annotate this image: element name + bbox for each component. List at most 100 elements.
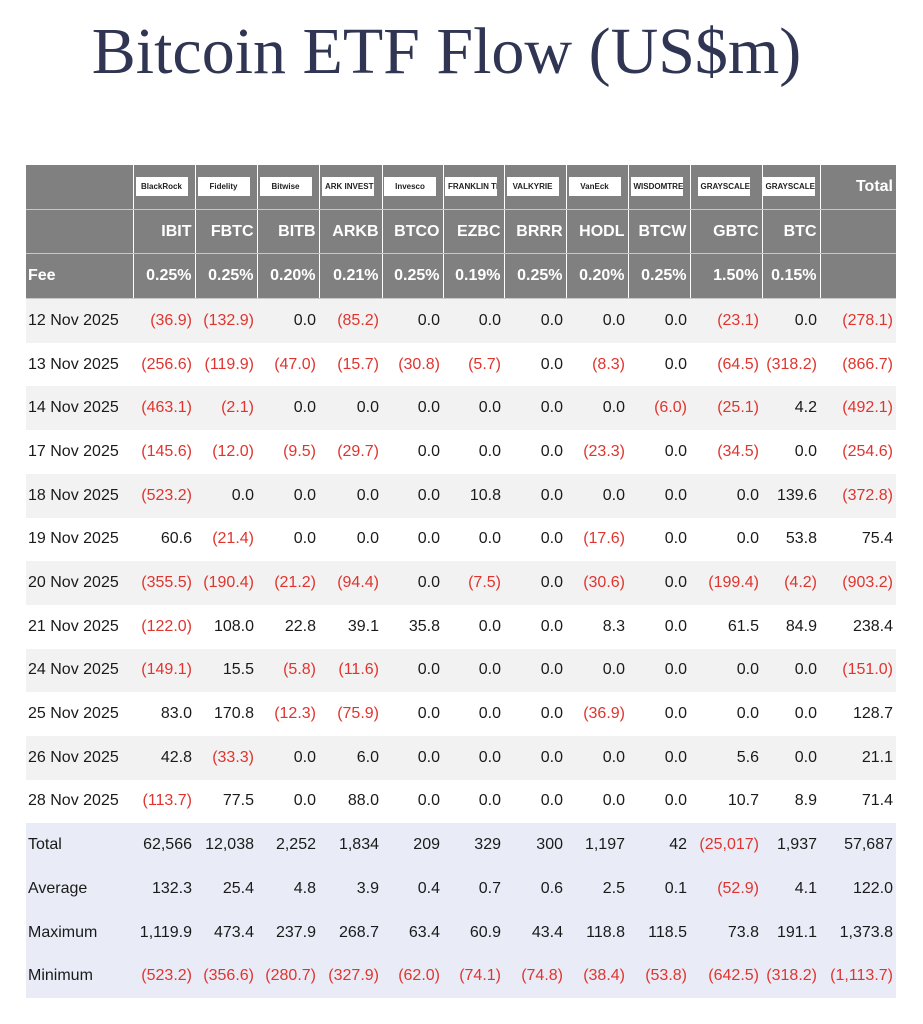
flow-value: 0.0 (664, 355, 687, 373)
logo: GRAYSCALE (697, 177, 750, 197)
logo-cell: GRAYSCALE (690, 165, 763, 210)
flow-value: 0.0 (257, 298, 319, 343)
row-label: 26 Nov 2025 (26, 735, 133, 780)
flow-value: 0.0 (540, 355, 563, 373)
logo: WISDOMTREE (630, 177, 683, 197)
flow-value: (85.2) (319, 298, 382, 343)
flow-value: (29.7) (337, 442, 379, 460)
flow-value: 0.0 (443, 386, 504, 431)
flow-value: 0.0 (504, 648, 566, 693)
flow-value: (94.4) (319, 561, 382, 605)
flow-value: (12.0) (212, 442, 254, 460)
flow-value: (122.0) (141, 617, 192, 635)
flow-value: 0.6 (504, 867, 566, 911)
flow-value: 473.4 (195, 910, 257, 955)
flow-value: 43.4 (504, 910, 566, 955)
flow-value: 0.0 (566, 735, 628, 780)
flow-value: 0.0 (566, 386, 628, 431)
ticker: ARKB (319, 209, 383, 255)
flow-table: BlackRock Fidelity Bitwise ARK INVEST Invesc… (26, 165, 896, 999)
flow-value: 0.0 (257, 386, 319, 431)
flow-value: 1,197 (566, 823, 628, 867)
flow-value: 0.0 (540, 617, 563, 635)
flow-value: (256.6) (141, 355, 192, 373)
empty-cell (820, 209, 896, 255)
flow-value: (11.6) (319, 648, 382, 693)
row-label: 13 Nov 2025 (28, 355, 119, 373)
flow-value: (30.8) (398, 355, 440, 373)
flow-value: 62,566 (133, 823, 195, 867)
flow-value: 0.0 (319, 473, 382, 518)
logo-cell: BlackRock (133, 165, 196, 210)
flow-value: 0.4 (382, 867, 443, 911)
flow-value: (33.3) (195, 735, 257, 780)
flow-value: 0.7 (443, 867, 504, 911)
flow-value: 0.0 (628, 473, 690, 518)
row-label: 24 Nov 2025 (26, 648, 133, 693)
flow-value: 21.1 (820, 735, 896, 780)
data-row: 20 Nov 2025 (355.5) (190.4) (21.2) (94.4) 0.0… (26, 561, 896, 605)
flow-value: 118.5 (628, 910, 690, 955)
flow-value: 191.1 (762, 910, 820, 955)
flow-value: (145.6) (141, 442, 192, 460)
fee-label: Fee (26, 253, 134, 300)
data-row: 17 Nov 2025 (145.6) (12.0) (9.5) (29.7) 0.0 0.… (26, 430, 896, 474)
flow-value: 0.0 (602, 792, 625, 810)
logo: ARK INVEST (322, 177, 374, 197)
flow-value: 0.0 (478, 442, 501, 460)
data-row: 12 Nov 2025 (36.9) (132.9) 0.0 (85.2) 0.0 0.0 0… (26, 298, 896, 343)
row-label: Maximum (26, 910, 133, 955)
data-row: 26 Nov 2025 42.8 (33.3) 0.0 6.0 0.0 0.0 0.0 0.0 0… (26, 735, 896, 780)
row-label: Average (26, 867, 133, 911)
data-row: 14 Nov 2025 (463.1) (2.1) 0.0 0.0 0.0 0.0 0.0 0.… (26, 386, 896, 431)
flow-value: 0.0 (664, 705, 687, 723)
flow-value: (327.9) (319, 954, 382, 999)
fee: 0.25% (628, 253, 691, 300)
flow-value: 0.0 (540, 442, 563, 460)
flow-value: 1,119.9 (133, 910, 195, 955)
flow-value: (23.3) (583, 442, 625, 460)
flow-value: 1,937 (762, 823, 820, 867)
flow-value: 8.9 (794, 792, 817, 810)
row-label: 25 Nov 2025 (28, 705, 119, 723)
flow-value: 3.9 (319, 867, 382, 911)
flow-value: 268.7 (319, 910, 382, 955)
flow-value: (21.4) (212, 530, 254, 548)
flow-value: 0.0 (540, 530, 563, 548)
flow-value: 0.0 (382, 735, 443, 780)
flow-value: 83.0 (160, 705, 192, 723)
flow-value: (75.9) (337, 705, 379, 723)
flow-value: 0.0 (443, 648, 504, 693)
flow-value: 63.4 (382, 910, 443, 955)
empty-cell (26, 165, 134, 210)
flow-value: (278.1) (820, 298, 896, 343)
row-label: Minimum (26, 954, 133, 999)
flow-value: 73.8 (690, 910, 762, 955)
flow-value: 0.0 (382, 298, 443, 343)
flow-value: 0.0 (736, 705, 759, 723)
logo: Bitwise (259, 177, 312, 197)
flow-value: 4.2 (762, 386, 820, 431)
flow-value: 118.8 (566, 910, 628, 955)
flow-value: 0.0 (417, 442, 440, 460)
flow-value: 0.0 (356, 530, 379, 548)
flow-value: (6.0) (628, 386, 690, 431)
flow-value: 1,373.8 (820, 910, 896, 955)
flow-value: 329 (443, 823, 504, 867)
flow-value: 0.0 (762, 298, 820, 343)
flow-value: (642.5) (690, 954, 762, 999)
logo: FRANKLIN TEMPLETON (445, 177, 497, 197)
flow-value: 42.8 (133, 735, 195, 780)
flow-value: 300 (504, 823, 566, 867)
flow-value: (8.3) (592, 355, 625, 373)
flow-value: (372.8) (820, 473, 896, 518)
fee: 0.25% (382, 253, 444, 300)
flow-value: 122.0 (820, 867, 896, 911)
flow-value: 22.8 (284, 617, 316, 635)
flow-value: 170.8 (213, 705, 254, 723)
row-label: 14 Nov 2025 (26, 386, 133, 431)
ticker: BTCO (382, 209, 444, 255)
fee: 0.21% (319, 253, 383, 300)
logo-cell: GRAYSCALE (762, 165, 821, 210)
